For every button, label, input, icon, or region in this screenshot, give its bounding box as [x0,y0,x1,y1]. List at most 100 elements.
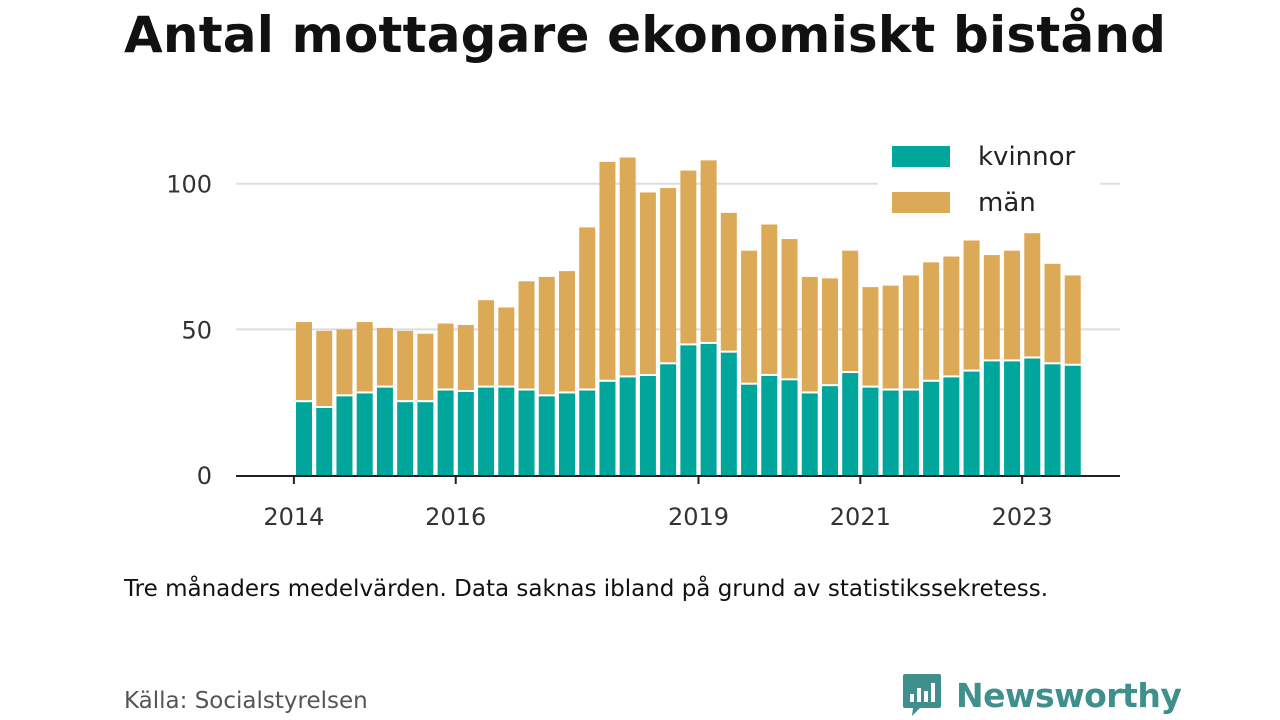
legend-label: män [978,188,1036,218]
chart-title: Antal mottagare ekonomiskt bistånd [124,6,1167,64]
bar-man [498,307,515,386]
bar-kvinnor [923,381,940,475]
bar-man [1064,275,1081,364]
bar-man [639,192,656,374]
bar-kvinnor [1044,364,1061,475]
bars [296,157,1081,475]
bar-man [862,287,879,386]
bar-kvinnor [781,380,798,475]
bar-kvinnor [761,375,778,475]
bar-man [842,250,859,372]
x-tick-label: 2021 [830,503,891,531]
x-tick-label: 2014 [263,503,324,531]
bar-kvinnor [660,364,677,475]
x-tick-label: 2016 [425,503,486,531]
y-tick-label: 50 [181,316,212,344]
legend-swatch [892,146,950,167]
bar-kvinnor [639,375,656,475]
bar-man [356,322,373,392]
bar-kvinnor [336,396,353,475]
bar-kvinnor [882,390,899,475]
bar-man [821,278,838,385]
bar-kvinnor [963,371,980,475]
x-tick-label: 2019 [668,503,729,531]
bar-kvinnor [619,377,636,475]
bar-man [538,276,555,395]
bar-man [700,160,717,342]
bar-man [457,324,474,390]
bar-man [579,227,596,389]
bar-kvinnor [316,408,333,475]
bar-kvinnor [376,387,393,475]
bar-man [296,322,312,401]
bar-man [882,285,899,389]
y-tick-label: 100 [166,171,212,199]
bar-kvinnor [862,387,879,475]
bar-kvinnor [741,384,758,475]
bar-man [376,327,393,386]
bar-kvinnor [457,391,474,475]
bar-chart: 0 50 100 2014 2016 2019 2021 2023 kvinnor män [166,132,1120,531]
bar-kvinnor [518,390,535,475]
bar-kvinnor [599,381,616,475]
bar-man [316,330,333,407]
bar-man [943,256,960,376]
x-tick-label: 2023 [992,503,1053,531]
newsworthy-logo-icon [903,674,941,716]
bar-kvinnor [700,343,717,475]
bar-kvinnor [417,402,434,475]
bar-kvinnor [356,393,373,475]
brand-name: Newsworthy [956,675,1182,715]
legend: kvinnor män [878,132,1100,228]
brand-logo: Newsworthy [902,672,1182,718]
bar-kvinnor [983,361,1000,475]
chart-note: Tre månaders medelvärden. Data saknas ib… [124,576,1049,602]
bar-kvinnor [296,402,312,475]
bar-man [963,240,980,370]
bar-kvinnor [498,387,515,475]
bar-man [1024,233,1041,357]
bar-man [599,161,616,380]
bar-man [1004,250,1021,360]
bar-man [660,188,677,363]
bar-man [558,271,575,392]
bar-kvinnor [397,402,414,475]
bar-man [1044,263,1061,363]
legend-swatch [892,192,950,213]
bar-man [417,333,434,401]
bar-man [801,276,818,392]
bar-kvinnor [680,345,697,475]
legend-label: kvinnor [978,142,1076,172]
bar-man [478,300,495,386]
bar-man [983,255,1000,360]
bar-man [761,224,778,374]
bar-kvinnor [1004,361,1021,475]
bar-man [781,239,798,379]
bar-man [741,250,758,383]
bar-kvinnor [1064,365,1081,475]
bar-man [619,157,636,376]
bar-kvinnor [1024,358,1041,475]
bar-kvinnor [538,396,555,475]
bar-man [397,330,414,401]
bar-kvinnor [842,373,859,475]
bar-kvinnor [902,390,919,475]
bar-kvinnor [478,387,495,475]
bar-man [923,262,940,380]
bar-kvinnor [558,393,575,475]
bar-man [336,329,353,395]
bar-kvinnor [579,390,596,475]
y-tick-label: 0 [197,462,212,490]
bar-kvinnor [437,390,454,475]
bar-kvinnor [720,352,737,475]
bar-kvinnor [801,393,818,475]
bar-man [902,275,919,389]
axes: 0 50 100 2014 2016 2019 2021 2023 [166,171,1120,531]
bar-man [680,170,697,344]
bar-kvinnor [821,386,838,475]
source-credit: Källa: Socialstyrelsen [124,688,368,714]
bar-man [518,281,535,389]
bar-man [437,323,454,389]
bar-kvinnor [943,377,960,475]
bar-man [720,212,737,351]
